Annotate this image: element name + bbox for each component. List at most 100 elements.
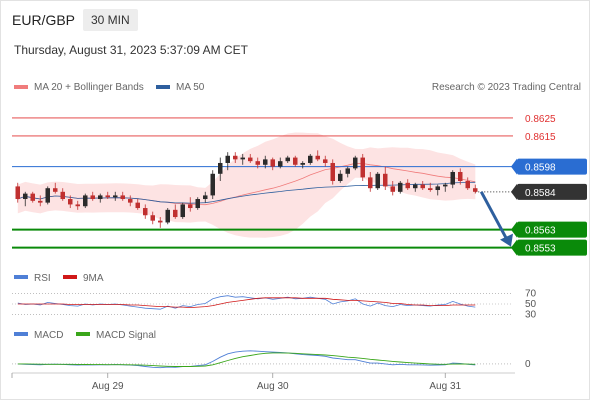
candle-body [383,173,388,187]
candle-body [180,204,185,218]
candle-body [345,168,350,174]
rsi-tick-label: 30 [525,309,537,320]
candle-body [323,159,328,163]
candle [83,193,88,209]
candle-body [135,202,140,209]
candle-body [105,195,110,198]
candle [293,155,298,167]
level-label-support: 0.8563 [525,226,556,237]
candle-body [420,184,425,189]
candle-body [270,159,275,167]
candle-body [203,195,208,200]
candle [353,155,358,171]
candle [68,195,73,209]
candle [165,208,170,225]
forecast-arrow-shaft [479,191,509,241]
candle-body [15,186,20,200]
level-badge-pivot [517,158,587,175]
legend-9ma-swatch [63,275,77,279]
timestamp: Thursday, August 31, 2023 5:37:09 AM CET [14,43,248,57]
legend-macd-signal-swatch [76,332,90,336]
legend-ma50-swatch [156,85,170,89]
symbol-label: EUR/GBP [12,12,76,28]
candle-body [113,195,118,198]
level-badge-pointer-pivot [511,158,517,175]
candle-body [450,171,455,185]
candle-body [390,186,395,192]
level-badge-support [517,221,587,238]
candle [210,170,215,200]
level-badge-pointer-support [511,221,517,238]
candle [233,152,238,163]
candle [285,155,290,163]
candle-body [338,173,343,181]
rsi-ma-line [17,297,476,309]
candle [30,191,35,203]
candle-body [368,177,373,189]
candle [278,157,283,169]
candle [53,182,58,194]
candle [248,153,253,163]
macd-line [17,350,476,369]
level-badge-pointer-support [511,239,517,256]
candle [263,155,268,169]
legend-bollinger-label: MA 20 + Bollinger Bands [34,82,144,93]
time-tick-label: Aug 31 [429,381,461,392]
candle-body [218,162,223,174]
candle [60,188,65,201]
candle [90,191,95,201]
candle-body [315,155,320,160]
candle [180,202,185,219]
candle [120,191,125,201]
candle-body [428,188,433,191]
candle [435,184,440,196]
candle [188,197,193,212]
candle-body [233,155,238,160]
candle [15,182,20,203]
candle [368,171,373,192]
candle [405,179,410,191]
candle [375,171,380,191]
candle-body [285,157,290,162]
candle-body [405,182,410,189]
candle [113,191,118,201]
candle [75,200,80,210]
candle-body [23,193,28,200]
candle-body [458,171,463,181]
rsi-tick-label: 70 [525,289,537,300]
candle-body [360,157,365,178]
level-label-support: 0.8553 [525,244,556,255]
candle-body [158,220,163,223]
timeframe-badge[interactable]: 30 MIN [83,9,138,31]
candle-body [128,199,133,203]
candle-body [90,195,95,200]
candle [45,186,50,205]
candle [428,182,433,192]
candle-body [435,186,440,191]
candle [398,181,403,194]
candle [225,152,230,171]
candle-body [143,208,148,216]
candle-body [300,162,305,165]
candle-body [75,204,80,207]
candle [473,184,478,194]
legend-macd-signal-label: MACD Signal [96,330,156,341]
candle-body [413,184,418,189]
level-label-current: 0.8584 [525,188,556,199]
level-badge-current [517,183,587,200]
candle-body [248,157,253,162]
candle-body [443,184,448,187]
candle-body [83,195,88,207]
level-label-resistance: 0.8625 [525,114,556,125]
candle [105,191,110,200]
candle-body [240,157,245,160]
source-label: Research © 2023 Trading Central [432,82,581,93]
candle-body [173,209,178,218]
candle [203,191,208,203]
candle [450,170,455,189]
candle [23,191,28,207]
level-badge-support [517,239,587,256]
candle [443,182,448,192]
candle-body [398,182,403,192]
